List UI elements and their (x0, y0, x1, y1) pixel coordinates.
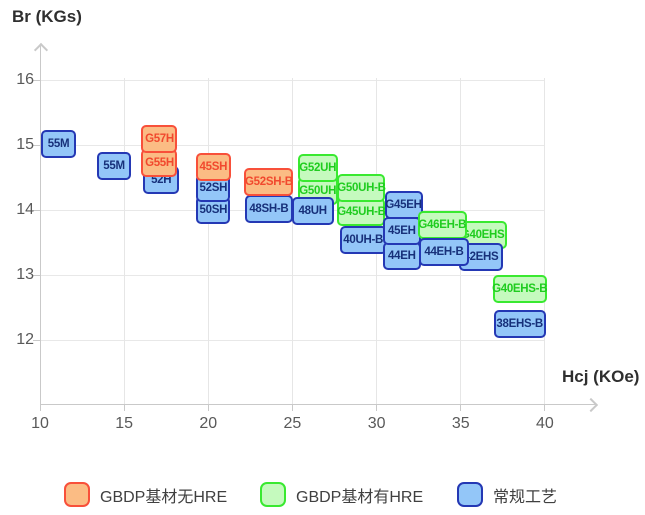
y-tick-label: 14 (16, 201, 34, 218)
grade-box: G57H (141, 125, 178, 154)
grade-box: 44EH (382, 241, 421, 270)
legend-item-label: GBDP基材有HRE (296, 488, 424, 506)
y-tick-mark (33, 79, 40, 81)
grade-box: G55H (141, 148, 178, 177)
x-tick-label: 35 (451, 415, 470, 432)
x-tick-mark (376, 405, 378, 411)
x-tick-label: 40 (535, 415, 554, 432)
legend-swatch (457, 482, 483, 507)
legend-swatch (64, 482, 90, 507)
y-axis-line (40, 46, 41, 405)
grade-box: 55M (97, 151, 132, 180)
y-tick-label: 15 (16, 136, 34, 153)
x-tick-mark (207, 405, 209, 411)
legend: GBDP基材无HRE GBDP基材有HRE 常规工艺 (0, 481, 645, 509)
legend-item[interactable]: GBDP基材有HRE (260, 481, 423, 508)
grade-box: 38EHS-B (493, 309, 546, 338)
legend-item[interactable]: GBDP基材无HRE (64, 481, 227, 508)
v-gridline (291, 78, 293, 405)
legend-swatch (260, 482, 286, 507)
y-tick-mark (33, 274, 40, 276)
grade-box: 45EH (382, 217, 421, 246)
x-tick-mark (39, 405, 41, 411)
x-tick-label: 10 (31, 415, 49, 432)
x-tick-mark (291, 405, 293, 411)
x-axis-title: Hcj (KOe) (562, 367, 640, 386)
v-gridline (207, 78, 209, 405)
grade-box: G52UH (297, 154, 338, 183)
y-axis-title: Br (KGs) (12, 7, 82, 26)
y-tick-mark (33, 209, 40, 211)
x-tick-label: 15 (115, 415, 134, 432)
grade-box: G52SH-B (244, 168, 294, 197)
legend-item-label: GBDP基材无HRE (100, 488, 228, 506)
legend-item[interactable]: 常规工艺 (457, 481, 557, 508)
grade-box: 44EH-B (418, 238, 469, 267)
x-tick-label: 25 (283, 415, 302, 432)
grade-box: G50UH-B (337, 173, 386, 202)
legend-item-label: 常规工艺 (493, 488, 558, 506)
grade-box: 48UH (291, 197, 334, 226)
grade-box: G45UH-B (337, 197, 386, 226)
y-axis-arrow-icon (33, 42, 49, 58)
grade-box: G46EH-B (417, 210, 467, 239)
v-gridline (544, 78, 546, 405)
x-tick-label: 30 (367, 415, 386, 432)
y-tick-label: 13 (16, 266, 34, 283)
y-tick-mark (33, 144, 40, 146)
x-axis-line (40, 404, 595, 405)
grade-box: G45EH (384, 191, 423, 220)
x-tick-mark (544, 405, 546, 411)
grade-box: 45SH (195, 153, 231, 182)
grade-box: 40UH-B (339, 225, 387, 254)
x-tick-mark (123, 405, 125, 411)
y-tick-label: 16 (16, 71, 34, 88)
x-tick-mark (460, 405, 462, 411)
y-tick-mark (33, 339, 40, 341)
v-gridline (123, 78, 125, 405)
grade-box: 55M (41, 129, 76, 158)
x-tick-label: 20 (199, 415, 218, 432)
grade-box: 48SH-B (244, 194, 293, 223)
x-axis-arrow-icon (583, 397, 599, 413)
grade-box: G40EHS-B (492, 275, 548, 304)
y-tick-label: 12 (16, 331, 34, 348)
